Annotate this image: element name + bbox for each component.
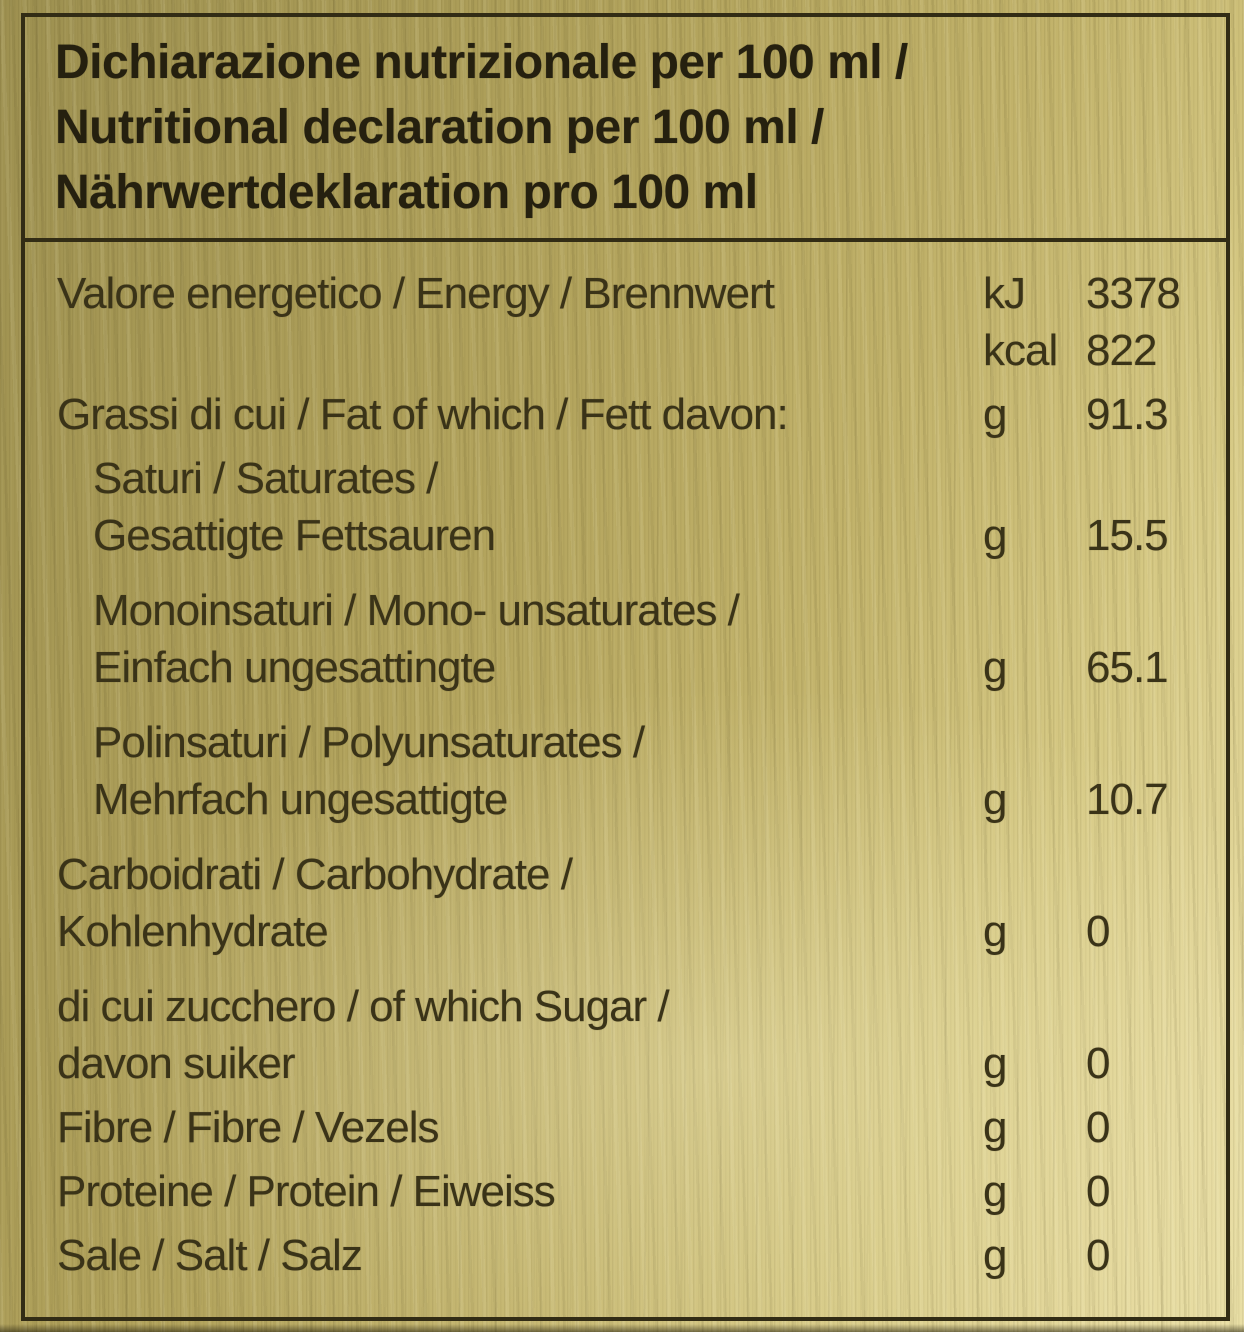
unit-cell: kJ [983,269,1026,318]
table-line: Valore energetico / Energy / Brennwert kJ… [25,265,1226,322]
table-row: Proteine / Protein / Eiweiss g 0 [25,1163,1226,1220]
table-line: Monoinsaturi / Mono- unsaturates / [25,582,1226,639]
value-cell: 822 [1086,326,1157,375]
table-line: Einfach ungesattingte g 65.1 [25,639,1226,696]
nutrient-label: Valore energetico / Energy / Brennwert [57,269,775,318]
table-line: davon suiker g 0 [25,1035,1226,1092]
table-line: Saturi / Saturates / [25,450,1226,507]
unit-cell: g [983,775,1008,824]
unit-cell: g [983,1231,1008,1280]
table-row: Polinsaturi / Polyunsaturates / Mehrfach … [25,714,1226,828]
table-line: Grassi di cui / Fat of which / Fett davo… [25,386,1226,443]
value-cell: 91.3 [1086,390,1169,439]
header-line-english: Nutritional declaration per 100 ml / [55,101,824,154]
table-line: Proteine / Protein / Eiweiss g 0 [25,1163,1226,1220]
nutrient-label: di cui zucchero / of which Sugar / [57,982,670,1031]
value-cell: 0 [1086,1231,1111,1280]
nutrient-label: Saturi / Saturates / [93,454,438,503]
table-row: Carboidrati / Carbohydrate / Kohlenhydrat… [25,846,1226,960]
nutrient-label: Kohlenhydrate [57,907,329,956]
nutrient-label: Sale / Salt / Salz [57,1231,363,1280]
table-line: Polinsaturi / Polyunsaturates / [25,714,1226,771]
unit-cell: g [983,1103,1008,1152]
table-line: di cui zucchero / of which Sugar / [25,978,1226,1035]
header-line-italian: Dichiarazione nutrizionale per 100 ml / [55,36,908,89]
value-cell: 3378 [1086,269,1181,318]
unit-cell: g [983,390,1008,439]
value-cell: 10.7 [1086,775,1169,824]
unit-cell: g [983,1167,1008,1216]
unit-cell: g [983,1039,1008,1088]
nutrient-label: Einfach ungesattingte [93,643,496,692]
nutrient-label: Carboidrati / Carbohydrate / [57,850,573,899]
table-line: Fibre / Fibre / Vezels g 0 [25,1099,1226,1156]
table-line: Mehrfach ungesattigte g 10.7 [25,771,1226,828]
table-line: Sale / Salt / Salz g 0 [25,1227,1226,1284]
table-row: Valore energetico / Energy / Brennwert kJ… [25,265,1226,379]
value-cell: 0 [1086,1167,1111,1216]
table-line: Carboidrati / Carbohydrate / [25,846,1226,903]
table-row: Fibre / Fibre / Vezels g 0 [25,1099,1226,1156]
unit-cell: g [983,907,1008,956]
table-row: Saturi / Saturates / Gesattigte Fettsaure… [25,450,1226,564]
value-cell: 0 [1086,1039,1111,1088]
table-row: di cui zucchero / of which Sugar / davon … [25,978,1226,1092]
nutrient-label: Grassi di cui / Fat of which / Fett davo… [57,390,789,439]
nutrition-label-box: Dichiarazione nutrizionale per 100 ml / … [21,13,1230,1321]
header-line-german: Nährwertdeklaration pro 100 ml [55,166,758,219]
table-line: Gesattigte Fettsauren g 15.5 [25,507,1226,564]
label-header: Dichiarazione nutrizionale per 100 ml / … [25,17,1226,225]
value-cell: 65.1 [1086,643,1169,692]
value-cell: 0 [1086,907,1111,956]
table-row: Monoinsaturi / Mono- unsaturates / Einfac… [25,582,1226,696]
value-cell: 0 [1086,1103,1111,1152]
nutrient-label: Proteine / Protein / Eiweiss [57,1167,556,1216]
nutrient-label: davon suiker [57,1039,295,1088]
nutrition-table: Valore energetico / Energy / Brennwert kJ… [25,242,1226,1284]
nutrient-label: Gesattigte Fettsauren [93,511,496,560]
nutrient-label: Monoinsaturi / Mono- unsaturates / [93,586,740,635]
unit-cell: kcal [983,326,1058,375]
unit-cell: g [983,511,1008,560]
nutrient-label: Mehrfach ungesattigte [93,775,508,824]
photo-bottom-edge [0,1324,1244,1332]
value-cell: 15.5 [1086,511,1169,560]
table-line: Kohlenhydrate g 0 [25,903,1226,960]
nutrient-label: Fibre / Fibre / Vezels [57,1103,439,1152]
nutrient-label: Polinsaturi / Polyunsaturates / [93,718,645,767]
table-row: Grassi di cui / Fat of which / Fett davo… [25,386,1226,443]
unit-cell: g [983,643,1008,692]
table-row: Sale / Salt / Salz g 0 [25,1227,1226,1284]
header-divider [25,238,1226,242]
table-line: kcal 822 [25,322,1226,379]
